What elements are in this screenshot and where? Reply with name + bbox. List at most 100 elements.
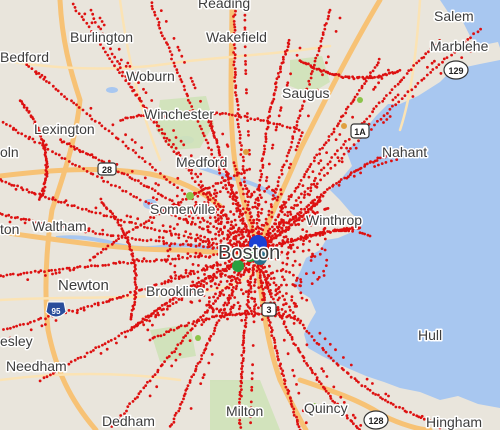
route-dot bbox=[198, 252, 202, 256]
route-dot bbox=[267, 185, 271, 189]
route-dot bbox=[172, 61, 176, 65]
route-dot bbox=[226, 251, 230, 254]
route-dot bbox=[225, 279, 229, 283]
route-dot bbox=[128, 402, 132, 406]
route-dot bbox=[299, 200, 303, 204]
route-dot bbox=[201, 318, 204, 322]
route-dot bbox=[302, 356, 306, 359]
route-dot bbox=[194, 203, 198, 207]
route-dot bbox=[238, 278, 241, 282]
stop-marker-quincy[interactable] bbox=[311, 403, 317, 409]
route-dot bbox=[129, 290, 132, 294]
route-dot bbox=[101, 264, 105, 267]
route-dot bbox=[116, 221, 120, 224]
stop-marker-somerville[interactable] bbox=[186, 192, 194, 200]
route-dot bbox=[90, 117, 94, 121]
vehicle-green-marker[interactable] bbox=[232, 260, 244, 272]
route-dot bbox=[124, 190, 128, 193]
route-dot bbox=[215, 141, 219, 145]
vehicle-cluster-teal-marker[interactable] bbox=[253, 251, 267, 265]
route-dot bbox=[277, 311, 281, 315]
route-dot bbox=[243, 180, 246, 184]
route-dot bbox=[86, 265, 90, 268]
route-dot bbox=[79, 356, 83, 359]
route-dot bbox=[240, 312, 244, 316]
route-dot bbox=[273, 338, 276, 342]
route-dot bbox=[61, 366, 64, 370]
route-dot bbox=[182, 218, 186, 221]
route-dot bbox=[170, 110, 174, 113]
route-dot bbox=[293, 259, 297, 263]
route-dot bbox=[292, 322, 296, 325]
route-dot bbox=[155, 121, 159, 124]
route-dot bbox=[190, 375, 194, 379]
route-dot bbox=[155, 385, 159, 389]
label-quincy: Quincy bbox=[304, 400, 348, 416]
route-dot bbox=[179, 78, 183, 81]
route-dot bbox=[182, 143, 186, 147]
vehicle-cluster-green-marker[interactable] bbox=[244, 250, 256, 262]
route-dot bbox=[186, 274, 190, 278]
route-dot bbox=[43, 185, 47, 189]
route-dot bbox=[238, 136, 242, 140]
route-dot bbox=[13, 216, 17, 220]
route-dot bbox=[168, 225, 172, 229]
route-dot bbox=[318, 233, 322, 237]
route-dot bbox=[74, 9, 78, 13]
route-dot bbox=[358, 231, 362, 235]
route-dot bbox=[176, 343, 180, 347]
route-dot bbox=[160, 308, 164, 312]
route-dot bbox=[218, 190, 222, 194]
stop-marker-malden[interactable] bbox=[243, 149, 249, 155]
route-dot bbox=[93, 21, 97, 24]
route-dot bbox=[165, 356, 169, 360]
route-dot bbox=[381, 397, 384, 401]
route-dot bbox=[250, 221, 253, 225]
route-dot bbox=[264, 135, 268, 139]
route-dot bbox=[84, 152, 88, 155]
route-dot bbox=[308, 165, 312, 169]
route-dot bbox=[347, 175, 350, 179]
stony-brook bbox=[150, 324, 196, 362]
route-dot bbox=[199, 180, 203, 184]
route-dot bbox=[391, 104, 394, 108]
route-dot bbox=[189, 407, 193, 410]
route-dot bbox=[433, 59, 436, 63]
route-dot bbox=[101, 232, 105, 236]
route-dot bbox=[391, 98, 395, 102]
route-dot bbox=[276, 351, 279, 355]
route-dot bbox=[387, 394, 390, 398]
route-dot bbox=[257, 218, 261, 222]
route-dot bbox=[202, 245, 205, 249]
route-dot bbox=[177, 209, 180, 213]
route-dot bbox=[51, 222, 55, 226]
route-dot bbox=[155, 124, 159, 128]
route-dot bbox=[191, 269, 195, 273]
route-dot bbox=[222, 161, 226, 165]
route-dot bbox=[177, 298, 181, 301]
stop-marker-saugus[interactable] bbox=[341, 123, 347, 129]
route-dot bbox=[280, 220, 283, 223]
route-dot bbox=[155, 206, 159, 210]
route-dot bbox=[409, 68, 413, 72]
route-dot bbox=[192, 373, 196, 376]
route-dot bbox=[217, 233, 221, 237]
route-dot bbox=[295, 127, 298, 130]
route-dot bbox=[202, 320, 206, 324]
route-dot bbox=[77, 12, 81, 16]
route-dot bbox=[286, 210, 290, 214]
route-dot bbox=[191, 322, 195, 326]
route-dot bbox=[254, 303, 258, 307]
route-dot bbox=[282, 163, 286, 167]
route-dot bbox=[10, 216, 13, 219]
stop-marker-lynn[interactable] bbox=[357, 97, 363, 103]
vehicle-cluster-blue-marker[interactable] bbox=[249, 235, 267, 253]
route-dot bbox=[151, 323, 154, 327]
route-dot bbox=[249, 275, 253, 278]
route-dot bbox=[153, 13, 157, 17]
stop-marker-brookline[interactable] bbox=[195, 335, 201, 341]
route-dot bbox=[115, 296, 119, 300]
route-dot bbox=[243, 114, 247, 118]
